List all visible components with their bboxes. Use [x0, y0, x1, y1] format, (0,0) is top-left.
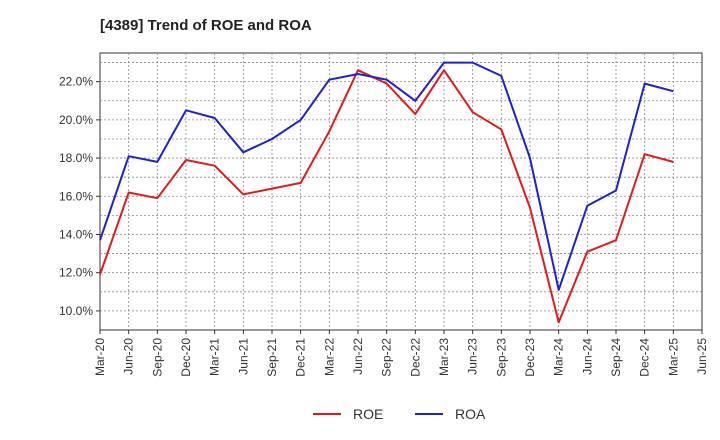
legend-label-roe: ROE — [353, 406, 383, 422]
x-tick-label: Sep-23 — [494, 338, 508, 377]
x-tick-label: Jun-20 — [122, 338, 136, 375]
y-axis: 10.0% 12.0% 14.0% 16.0% 18.0% 20.0% 22.0% — [59, 75, 100, 318]
x-tick-label: Dec-20 — [179, 338, 193, 377]
y-tick-label: 22.0% — [59, 75, 93, 89]
x-tick-label: Sep-24 — [609, 338, 623, 377]
x-tick-label: Sep-22 — [380, 338, 394, 377]
legend-label-roa: ROA — [455, 406, 486, 422]
x-tick-label: Mar-24 — [552, 338, 566, 376]
plot-area — [99, 52, 703, 331]
y-tick-label: 14.0% — [59, 227, 93, 241]
x-tick-label: Mar-20 — [93, 338, 107, 376]
y-tick-label: 20.0% — [59, 113, 93, 127]
x-tick-label: Jun-22 — [351, 338, 365, 375]
x-tick-label: Mar-25 — [666, 338, 680, 376]
x-tick-label: Jun-21 — [236, 338, 250, 375]
x-tick-label: Sep-20 — [150, 338, 164, 377]
x-tick-label: Mar-23 — [437, 338, 451, 376]
x-tick-label: Jun-23 — [466, 338, 480, 375]
x-tick-label: Dec-24 — [638, 338, 652, 377]
x-tick-label: Mar-22 — [322, 338, 336, 376]
y-tick-label: 18.0% — [59, 151, 93, 165]
grid-lines — [100, 53, 702, 330]
x-axis: Mar-20 Jun-20 Sep-20 Dec-20 Mar-21 Jun-21 Sep-… — [93, 330, 709, 377]
y-tick-label: 12.0% — [59, 266, 93, 280]
x-tick-label: Dec-22 — [408, 338, 422, 377]
x-tick-label: Dec-23 — [523, 338, 537, 377]
series-line-roe — [99, 69, 674, 324]
x-tick-label: Jun-25 — [695, 338, 709, 375]
x-tick-label: Jun-24 — [580, 338, 594, 375]
series-lines — [99, 61, 674, 324]
x-tick-label: Mar-21 — [208, 338, 222, 376]
legend: ROE ROA — [313, 406, 486, 422]
x-tick-label: Sep-21 — [265, 338, 279, 377]
y-tick-label: 16.0% — [59, 189, 93, 203]
y-tick-label: 10.0% — [59, 304, 93, 318]
chart-title: [4389] Trend of ROE and ROA — [100, 17, 312, 34]
series-line-roa — [99, 61, 674, 291]
x-tick-label: Dec-21 — [294, 338, 308, 377]
